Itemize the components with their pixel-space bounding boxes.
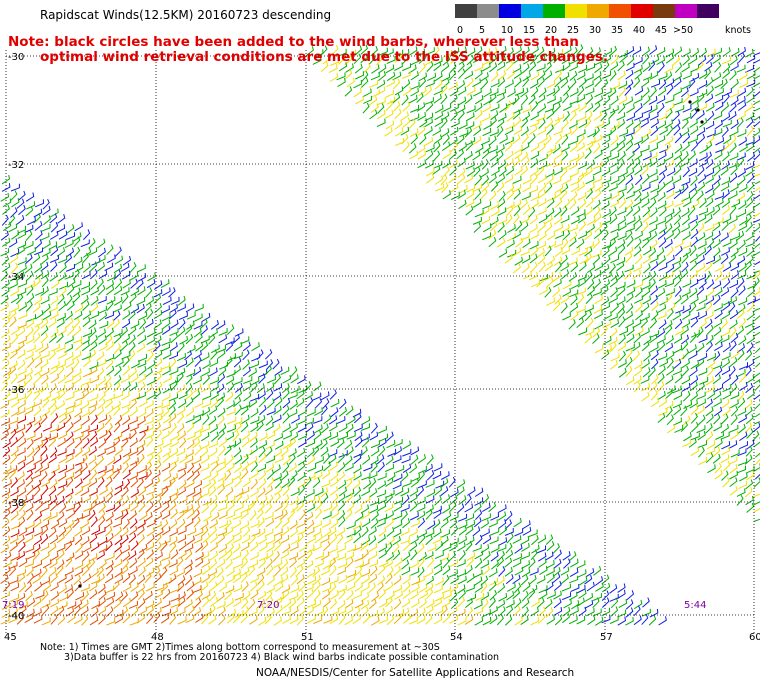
wind-barb-swaths: [0, 44, 760, 626]
lon-label: 57: [600, 632, 613, 643]
legend-label: 35: [611, 25, 623, 36]
lon-label: 51: [301, 632, 314, 643]
legend-swatch: [587, 4, 609, 18]
legend-swatch: [455, 4, 477, 18]
lon-label: 54: [450, 632, 463, 643]
legend-swatch: [631, 4, 653, 18]
lat-label: -40: [8, 611, 24, 622]
legend-label: 15: [523, 25, 535, 36]
lat-label: -36: [8, 385, 24, 396]
legend-swatch: [653, 4, 675, 18]
legend-swatch: [697, 4, 719, 18]
legend-swatch: [477, 4, 499, 18]
legend-swatch: [565, 4, 587, 18]
note-line-2: optimal wind retrieval conditions are me…: [40, 49, 609, 65]
lat-label: -38: [8, 498, 24, 509]
lat-label: -30: [8, 52, 24, 63]
wind-speed-legend: 0 5 10 15 20 25 30 35 40 45 >50 knots: [455, 4, 751, 36]
attitude-note: Note: black circles have been added to t…: [8, 35, 608, 65]
legend-label: >50: [673, 25, 693, 36]
map-title: Rapidscat Winds(12.5KM) 20160723 descend…: [40, 8, 332, 22]
legend-swatch: [675, 4, 697, 18]
legend-label: 0: [457, 25, 463, 36]
legend-label: 30: [589, 25, 601, 36]
legend-label: 5: [479, 25, 485, 36]
footer-note-1: Note: 1) Times are GMT 2)Times along bot…: [40, 642, 440, 653]
legend-swatch: [609, 4, 631, 18]
legend-label: 10: [501, 25, 513, 36]
legend-label: 40: [633, 25, 645, 36]
lat-label: -34: [8, 272, 24, 283]
lon-label: 60: [749, 632, 760, 643]
lon-label: 45: [4, 632, 17, 643]
time-label-middle: 7:20: [257, 600, 280, 611]
time-label-right: 5:44: [684, 600, 707, 611]
lat-lon-grid: [5, 50, 755, 633]
legend-label: 45: [655, 25, 667, 36]
legend-label: 20: [545, 25, 557, 36]
time-label-left: 7:19: [2, 600, 25, 611]
legend-swatch: [499, 4, 521, 18]
footer-note-2: 3)Data buffer is 22 hrs from 20160723 4)…: [64, 652, 500, 663]
lon-label: 48: [151, 632, 164, 643]
legend-swatch: [543, 4, 565, 18]
lat-label: -32: [8, 160, 24, 171]
legend-swatch: [521, 4, 543, 18]
footer-credit: NOAA/NESDIS/Center for Satellite Applica…: [256, 667, 575, 679]
note-line-1: Note: black circles have been added to t…: [8, 34, 579, 50]
axis-tick-labels: -30 -32 -34 -36 -38 -40 45 48 51 54 57 60: [4, 52, 760, 643]
legend-label: 25: [567, 25, 579, 36]
legend-unit: knots: [725, 25, 751, 36]
